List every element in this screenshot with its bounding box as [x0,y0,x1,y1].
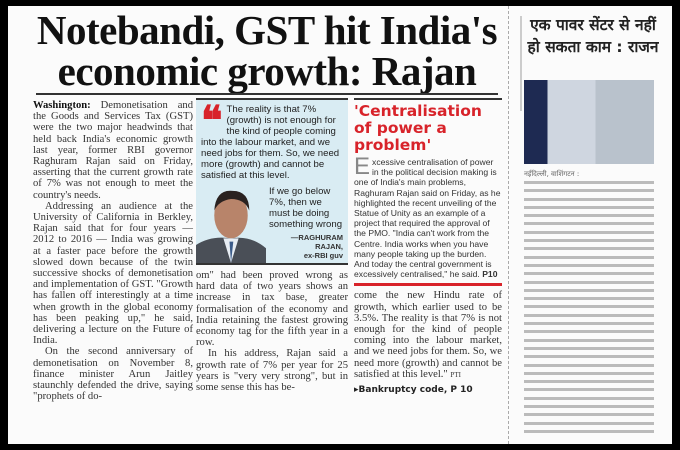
quote-main: The reality is that 7% (growth) is not e… [201,104,340,181]
paragraph: Washington: Demonetisation and the Goods… [33,100,193,201]
left-column: Washington: Demonetisation and the Goods… [33,100,193,402]
hindi-text-line [524,421,654,425]
hindi-text-line [524,239,654,243]
hindi-text-line [524,189,654,193]
hindi-text-line [524,405,654,409]
hindi-text-line [524,280,654,284]
hindi-dateline: नईदिल्ली, वाशिंगटन : [524,170,580,178]
hindi-text-line [524,330,654,334]
sidebar-text: xcessive centralisation of power in the … [354,157,501,280]
quote-text: ❝ The reality is that 7% (growth) is not … [201,97,343,182]
pull-quote-box: ❝ The reality is that 7% (growth) is not … [196,98,348,265]
hindi-text-line [524,338,654,342]
hindi-text-line [524,322,654,326]
dateline: Washington: [33,100,91,111]
hindi-text-line [524,297,654,301]
hindi-text-line [524,288,654,292]
hindi-text-line [524,197,654,201]
attribution-name: —RAGHURAM RAJAN, [290,233,343,251]
paragraph-text: come the new Hindu rate of growth, which… [354,290,502,380]
hindi-text-line [524,363,654,367]
headline-rule [36,93,498,95]
hindi-text-line [524,413,654,417]
hindi-text-lines [524,181,654,433]
quote-attribution: —RAGHURAM RAJAN, ex-RBI guv [269,233,343,260]
hindi-text-line [524,388,654,392]
hindi-text-line [524,355,654,359]
hindi-text-line [524,272,654,276]
middle-stack: ❝ The reality is that 7% (growth) is not … [196,98,348,393]
hindi-text-line [524,222,654,226]
quote-mark-icon: ❝ [201,97,223,144]
hindi-text-line [524,429,654,433]
paragraph: Addressing an audience at the University… [33,200,193,347]
hindi-text-line [524,205,654,209]
hindi-text-line [524,396,654,400]
red-divider [354,283,502,287]
dropcap: E [354,153,371,180]
hindi-rajan-photo [524,80,654,164]
hindi-text-line [524,380,654,384]
hindi-text-line [524,371,654,375]
hindi-text-line [524,305,654,309]
hindi-text-line [524,263,654,267]
hindi-text-line [524,181,654,184]
quote-secondary: If we go below 7%, then we must be doing… [269,186,343,230]
sidebar-title: 'Centralisation of power a problem' [354,102,482,154]
bankruptcy-code-link[interactable]: ▸Bankruptcy code, P 10 [354,385,473,396]
hindi-text-line [524,346,654,350]
attribution-role: ex-RBI guv [303,251,343,260]
hindi-text-line [524,214,654,218]
hindi-text-line [524,247,654,251]
hindi-text-line [524,313,654,317]
credit: PTI [450,370,461,379]
page-ref: P10 [482,269,498,280]
paragraph: On the second anniversary of demonetisat… [33,346,193,403]
paragraph: In his address, Rajan said a growth rate… [196,348,348,394]
paragraph: om" had been proved wrong as hard data o… [196,270,348,349]
quote-right: If we go below 7%, then we must be doing… [266,184,348,263]
middle-column: om" had been proved wrong as hard data o… [196,270,348,393]
newspaper-clipping: Notebandi, GST hit India's economic grow… [8,6,672,444]
hindi-text-line [524,230,654,234]
hindi-rule [520,16,522,111]
hindi-headline: एक पावर सेंटर से नहीं हो सकता काम : राजन [527,16,659,56]
headline: Notebandi, GST hit India's economic grow… [36,7,498,94]
hindi-body: नईदिल्ली, वाशिंगटन : [524,170,654,438]
hindi-text-line [524,255,654,259]
column-divider [508,6,509,444]
rajan-portrait-photo [196,181,266,263]
paragraph-text: Demonetisation and the Goods and Service… [33,100,193,201]
right-column: come the new Hindu rate of growth, which… [354,290,502,381]
quote-lower: If we go below 7%, then we must be doing… [196,181,348,263]
paragraph: come the new Hindu rate of growth, which… [354,290,502,381]
